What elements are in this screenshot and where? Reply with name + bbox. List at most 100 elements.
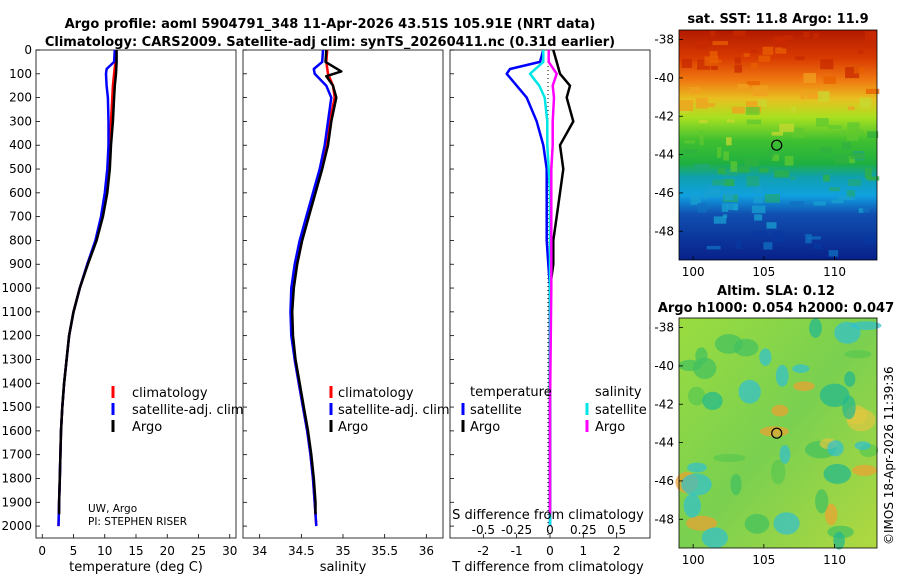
sla-eddy	[759, 426, 789, 437]
sla-eddy	[744, 513, 770, 534]
sla-eddy	[834, 321, 861, 344]
s-tick-label: 0.25	[570, 523, 597, 537]
sst-pixel	[746, 81, 761, 86]
sst-pixel	[833, 154, 848, 164]
sst-pixel	[744, 158, 759, 167]
sst-pixel	[680, 109, 690, 114]
sla-eddy	[844, 350, 872, 359]
legend-label-argo: Argo	[132, 420, 162, 435]
sst-pixel	[862, 207, 870, 213]
sst-pixel	[726, 119, 735, 123]
sst-pixel	[763, 242, 773, 250]
sst-pixel	[712, 41, 729, 46]
sla-eddy	[683, 493, 701, 518]
sst-pixel	[699, 136, 704, 146]
y-tick-label: -38	[654, 321, 674, 335]
temperature-x-ticks: 0 5 10 15 20 25 30	[38, 534, 237, 558]
y-tick-label: 1300	[1, 352, 32, 366]
y-tick-label: 300	[9, 114, 32, 128]
sst-pixel	[723, 151, 729, 161]
sst-pixel	[710, 63, 718, 70]
sst-pixel	[751, 50, 759, 54]
sst-pixel	[779, 123, 795, 132]
y-tick-label: 700	[9, 210, 32, 224]
sst-pixel	[795, 56, 805, 61]
sst-pixel	[750, 63, 758, 68]
legend-label-t-argo: Argo	[470, 420, 500, 435]
sst-x-ticks: 100 105 110	[682, 256, 846, 279]
sst-pixel	[681, 58, 692, 68]
sla-eddy	[759, 348, 772, 367]
sst-pixel	[706, 245, 721, 250]
sst-pixel	[746, 176, 760, 187]
sst-pixel	[772, 154, 780, 161]
x-tick-label: -2	[477, 544, 489, 558]
sst-pixel	[867, 176, 880, 181]
argo-float-marker-sst	[771, 139, 783, 151]
sst-pixel	[854, 129, 864, 134]
s-tick-label: 0	[546, 523, 554, 537]
y-tick-label: 900	[9, 257, 32, 271]
salinity-diff-legend: salinity satellite Argo	[585, 385, 647, 435]
sst-pixel	[717, 147, 722, 158]
sst-pixel	[679, 100, 694, 111]
x-tick-label: 105	[752, 553, 775, 567]
temperature-axes	[35, 49, 237, 539]
difference-x-ticks: -2 -1 0 1 2	[477, 534, 620, 558]
sst-pixel	[847, 134, 859, 141]
sst-pixel	[746, 119, 762, 125]
sst-pixel	[762, 46, 774, 55]
sst-pixel	[758, 55, 771, 62]
sst-y-ticks: -38 -40 -42 -44 -46 -48	[654, 33, 683, 238]
sst-map-panel: sat. SST: 11.8 Argo: 11.9 -38 -40 -42 -44 -4…	[654, 12, 880, 279]
sst-pixel	[803, 73, 816, 84]
sst-pixel	[753, 196, 764, 204]
sla-map-panel: Altim. SLA: 0.12 Argo h1000: 0.054 h2000…	[654, 284, 894, 567]
sst-pixel	[752, 85, 768, 96]
x-tick-label: 2	[613, 544, 621, 558]
sla-eddy	[827, 525, 854, 539]
y-tick-label: 1600	[1, 424, 32, 438]
y-tick-label: -48	[654, 224, 674, 238]
sst-pixel	[865, 31, 877, 42]
x-tick-label: 36	[419, 544, 434, 558]
sst-pixel	[696, 59, 710, 70]
y-tick-label: -42	[654, 109, 674, 123]
sst-map-title: sat. SST: 11.8 Argo: 11.9	[687, 12, 868, 27]
sst-pixel	[858, 208, 864, 213]
sst-pixel	[816, 118, 829, 127]
y-tick-label: 1400	[1, 376, 32, 390]
argo-float-marker-sla	[771, 427, 783, 439]
sst-pixel	[712, 179, 726, 186]
legend-label-climatology: climatology	[338, 386, 414, 401]
sla-eddy	[819, 383, 850, 407]
sla-eddy	[815, 489, 829, 514]
sst-pixel	[734, 57, 741, 64]
sst-pixel	[791, 106, 797, 114]
x-tick-label: 25	[191, 544, 206, 558]
sst-pixel	[698, 130, 704, 137]
salinity-legend: climatology satellite-adj. clim. Argo	[329, 386, 454, 435]
sst-pixel	[790, 176, 796, 180]
x-tick-label: 1	[580, 544, 588, 558]
sst-pixel	[757, 99, 767, 107]
temperature-diff-legend: temperature satellite Argo	[461, 385, 552, 435]
sla-eddy	[844, 371, 856, 387]
credit-line1: UW, Argo	[88, 503, 137, 515]
salinity-xlabel: salinity	[320, 560, 367, 575]
sst-pixel	[784, 155, 794, 166]
sst-pixel	[693, 163, 710, 171]
series-line-s-satellite	[528, 50, 552, 527]
y-tick-label: 0	[24, 43, 32, 57]
legend-title-salinity: salinity	[595, 385, 642, 400]
legend-label-t-satellite: satellite	[470, 403, 522, 418]
sla-map-title2: Argo h1000: 0.054 h2000: 0.047	[658, 301, 894, 316]
sst-pixel	[803, 31, 810, 38]
difference-y-ticks	[450, 49, 454, 527]
temperature-legend: climatology satellite-adj. clim. Argo	[111, 386, 248, 435]
y-tick-label: 600	[9, 186, 32, 200]
sst-pixel	[721, 203, 729, 212]
sst-pixel	[759, 168, 769, 173]
sst-pixel	[724, 190, 734, 201]
sst-pixel	[696, 40, 709, 49]
